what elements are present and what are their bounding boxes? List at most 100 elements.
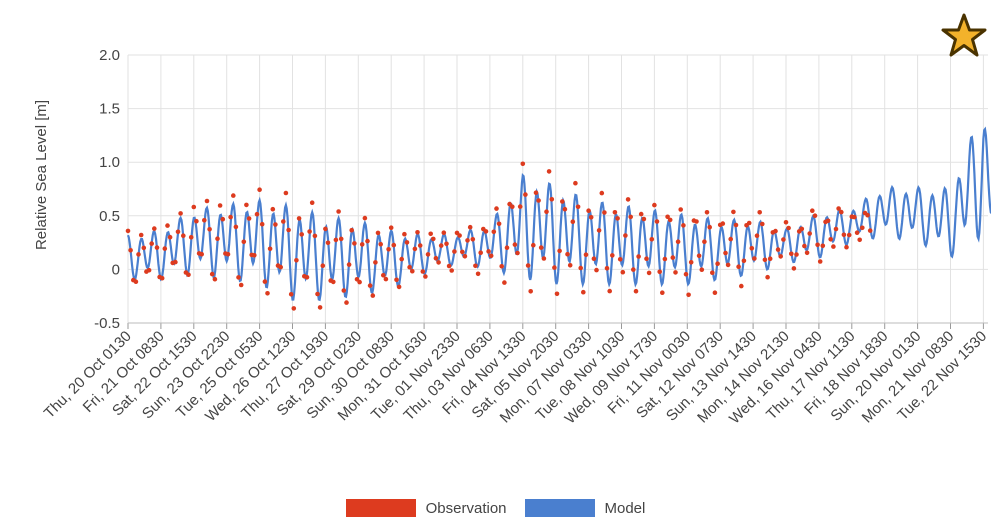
observation-point [441,230,447,235]
observation-point [588,215,594,220]
observation-point [417,243,423,248]
observation-point [436,260,441,265]
observation-point [215,236,220,241]
observation-point [238,282,244,288]
observation-point [228,214,233,220]
observation-point [178,211,183,216]
observation-point [789,251,794,257]
observation-point [852,214,857,220]
observation-point [162,246,168,251]
observation-point [696,253,702,259]
observation-point [304,275,310,280]
observation-point [325,240,331,246]
observation-point [765,274,770,280]
observation-point [662,256,668,262]
observation-point [344,300,349,305]
observation-point [488,253,494,259]
observation-point [338,236,344,242]
observation-point [286,227,291,233]
observation-point [670,255,676,260]
observation-point [138,232,144,238]
observation-point [352,241,357,246]
legend-item-observation[interactable]: Observation [345,499,507,517]
observation-point [699,267,705,273]
observation-point [807,231,812,236]
grid [127,54,988,324]
observation-point [370,293,376,298]
observation-point [533,190,539,195]
observation-point [194,218,199,224]
observation-point [644,256,649,262]
observation-point [199,251,204,257]
observation-point [349,227,355,233]
observation-point [694,219,699,224]
observation-point [146,267,152,273]
observation-point [736,264,741,270]
observation-point [854,230,860,235]
y-tick-label: 1.0 [99,154,120,171]
observation-point [365,238,370,244]
observation-point [412,246,418,252]
observation-point [173,259,178,265]
observation-point [159,275,165,281]
observation-point [133,279,139,285]
y-tick-label: 1.5 [99,101,120,118]
observation-point [494,206,499,211]
observation-point [649,237,655,242]
observation-point [867,228,873,233]
observation-point [388,225,394,230]
observation-point [510,204,515,209]
observation-point [604,266,610,271]
observation-point [678,207,683,212]
observation-point [831,244,836,249]
observation-point [141,245,147,251]
observation-point [225,251,231,257]
observation-point [191,204,197,210]
observation-point [825,218,831,224]
observation-point [860,225,865,231]
observation-point [362,215,368,221]
observation-point [270,206,276,212]
observation-point [552,265,557,270]
observation-point [433,255,439,261]
observation-point [554,291,560,297]
legend-swatch-observation [345,499,416,517]
observation-point [312,233,318,239]
observation-point [331,279,336,285]
observation-point [402,231,407,237]
observation-point [815,242,820,248]
observation-point [607,288,612,294]
legend-item-model[interactable]: Model [524,499,645,517]
observation-point [491,229,497,235]
observation-point [575,204,581,210]
observation-point [583,252,589,257]
observation-point [812,213,818,218]
observation-point [407,264,412,270]
observation-point [741,258,747,264]
observation-point [710,270,715,276]
observation-point [315,291,320,297]
axes [127,322,988,329]
observation-point [841,232,847,238]
observation-point [333,237,339,243]
observation-point [628,214,633,220]
series-layer [125,126,991,311]
y-tick-label: 0 [112,261,120,278]
observation-point [465,238,470,243]
observation-point [423,274,428,279]
y-axis-ticks: 2.0 1.5 1.0 0.5 0 -0.5 [94,47,120,332]
observation-point [638,211,644,217]
observation-point [617,257,623,262]
observation-point [386,247,391,252]
observation-point [357,279,362,285]
observation-point [186,272,191,278]
observation-point [623,233,628,238]
observation-point [446,263,452,269]
observation-point [581,289,586,295]
observation-point [517,204,523,209]
observation-point [254,211,260,217]
observation-point [236,275,241,280]
observation-point [346,262,352,267]
star-icon[interactable] [940,12,988,60]
